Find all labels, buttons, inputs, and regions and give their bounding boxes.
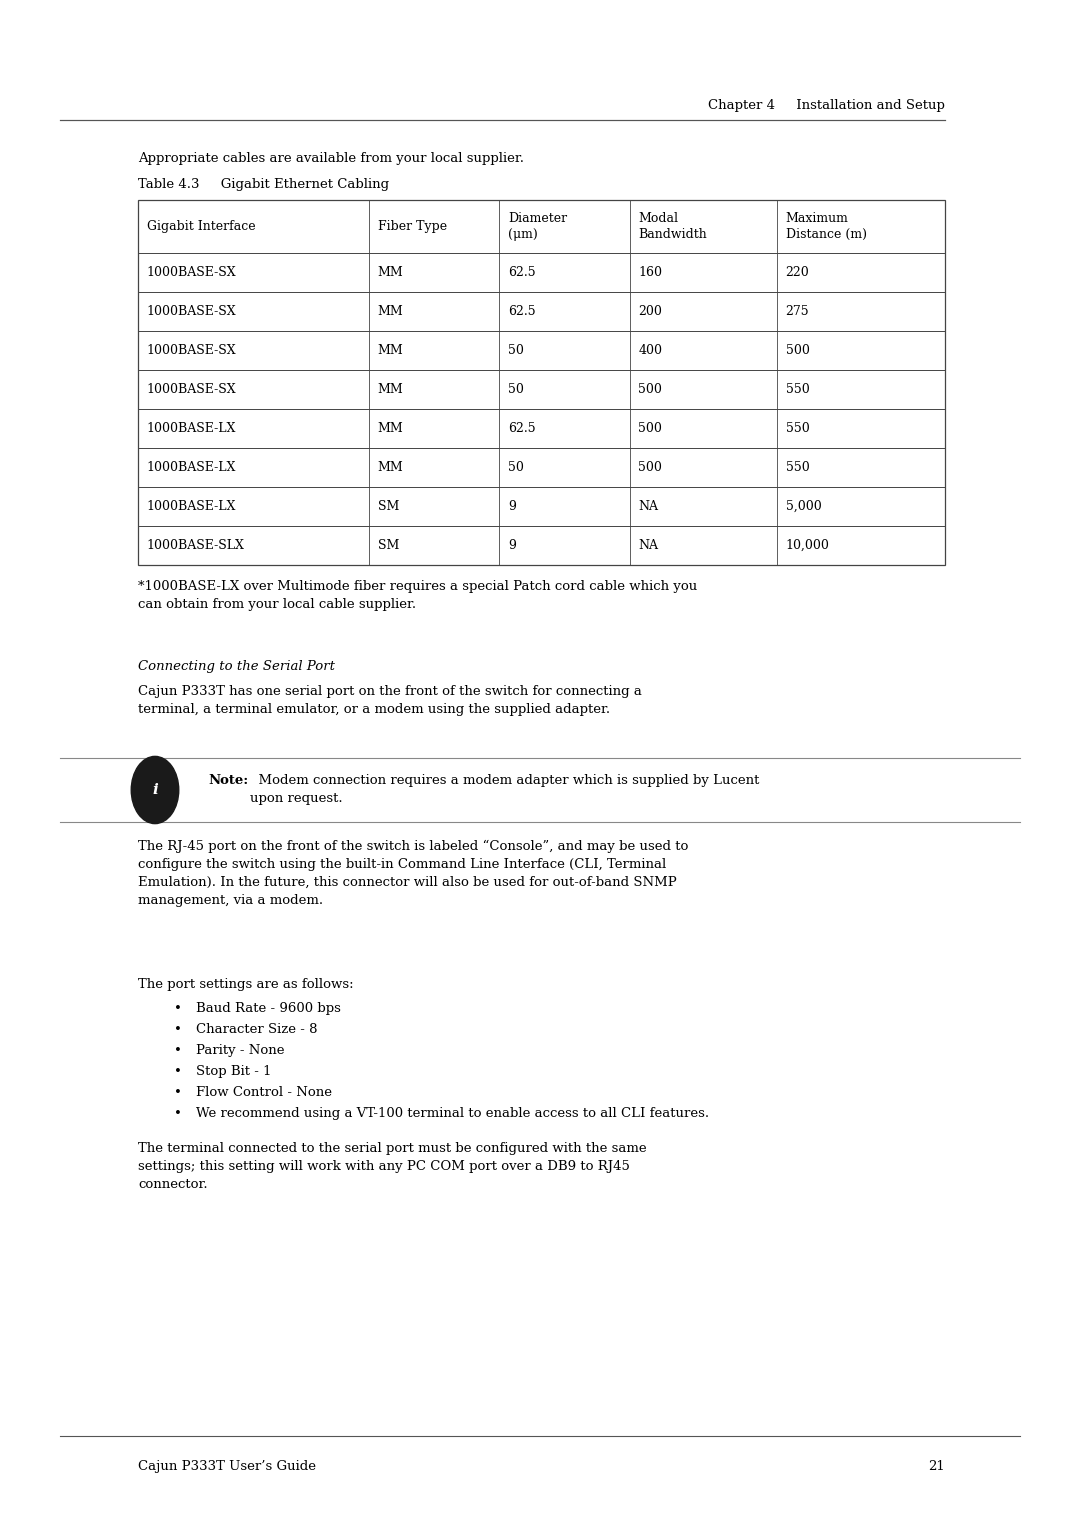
Text: i: i bbox=[152, 782, 158, 798]
Text: 500: 500 bbox=[638, 384, 662, 396]
Text: SM: SM bbox=[378, 500, 400, 513]
Text: Cajun P333T User’s Guide: Cajun P333T User’s Guide bbox=[138, 1459, 316, 1473]
Text: 9: 9 bbox=[508, 539, 516, 552]
Text: 550: 550 bbox=[785, 461, 809, 474]
Text: We recommend using a VT-100 terminal to enable access to all CLI features.: We recommend using a VT-100 terminal to … bbox=[195, 1106, 710, 1120]
Text: 1000BASE-SX: 1000BASE-SX bbox=[147, 306, 237, 318]
Text: 1000BASE-SX: 1000BASE-SX bbox=[147, 266, 237, 280]
Text: Character Size - 8: Character Size - 8 bbox=[195, 1024, 318, 1036]
Text: 200: 200 bbox=[638, 306, 662, 318]
Text: 50: 50 bbox=[508, 384, 524, 396]
Text: Modal
Bandwidth: Modal Bandwidth bbox=[638, 212, 707, 241]
Text: Fiber Type: Fiber Type bbox=[378, 220, 447, 232]
Text: MM: MM bbox=[378, 344, 404, 358]
Text: MM: MM bbox=[378, 461, 404, 474]
Text: Note:: Note: bbox=[208, 775, 248, 787]
Text: 1000BASE-SX: 1000BASE-SX bbox=[147, 344, 237, 358]
Text: 550: 550 bbox=[785, 422, 809, 435]
Text: 9: 9 bbox=[508, 500, 516, 513]
Text: 220: 220 bbox=[785, 266, 809, 280]
Text: 1000BASE-SLX: 1000BASE-SLX bbox=[147, 539, 244, 552]
Text: Table 4.3     Gigabit Ethernet Cabling: Table 4.3 Gigabit Ethernet Cabling bbox=[138, 177, 389, 191]
Text: 21: 21 bbox=[928, 1459, 945, 1473]
Text: Parity - None: Parity - None bbox=[195, 1044, 284, 1057]
Text: MM: MM bbox=[378, 422, 404, 435]
Text: 62.5: 62.5 bbox=[508, 266, 536, 280]
Text: •: • bbox=[174, 1002, 181, 1015]
Text: Chapter 4     Installation and Setup: Chapter 4 Installation and Setup bbox=[708, 99, 945, 112]
Text: The terminal connected to the serial port must be configured with the same
setti: The terminal connected to the serial por… bbox=[138, 1141, 647, 1190]
Text: 550: 550 bbox=[785, 384, 809, 396]
Text: Modem connection requires a modem adapter which is supplied by Lucent
upon reque: Modem connection requires a modem adapte… bbox=[249, 775, 759, 805]
Text: Baud Rate - 9600 bps: Baud Rate - 9600 bps bbox=[195, 1002, 341, 1015]
Text: 5,000: 5,000 bbox=[785, 500, 821, 513]
Text: 160: 160 bbox=[638, 266, 662, 280]
Text: 500: 500 bbox=[638, 461, 662, 474]
Text: Connecting to the Serial Port: Connecting to the Serial Port bbox=[138, 660, 335, 672]
Circle shape bbox=[132, 756, 179, 824]
Text: 275: 275 bbox=[785, 306, 809, 318]
Text: SM: SM bbox=[378, 539, 400, 552]
Text: NA: NA bbox=[638, 500, 659, 513]
Text: The port settings are as follows:: The port settings are as follows: bbox=[138, 978, 353, 992]
Text: 1000BASE-SX: 1000BASE-SX bbox=[147, 384, 237, 396]
Text: 1000BASE-LX: 1000BASE-LX bbox=[147, 500, 237, 513]
Text: 500: 500 bbox=[638, 422, 662, 435]
Text: •: • bbox=[174, 1065, 181, 1077]
Text: Flow Control - None: Flow Control - None bbox=[195, 1086, 332, 1099]
Text: 500: 500 bbox=[785, 344, 809, 358]
Text: 1000BASE-LX: 1000BASE-LX bbox=[147, 461, 237, 474]
Text: •: • bbox=[174, 1106, 181, 1120]
Text: Cajun P333T has one serial port on the front of the switch for connecting a
term: Cajun P333T has one serial port on the f… bbox=[138, 685, 642, 717]
Text: •: • bbox=[174, 1086, 181, 1099]
Text: 50: 50 bbox=[508, 344, 524, 358]
Text: *1000BASE-LX over Multimode fiber requires a special Patch cord cable which you
: *1000BASE-LX over Multimode fiber requir… bbox=[138, 581, 698, 611]
Text: 62.5: 62.5 bbox=[508, 422, 536, 435]
Text: 1000BASE-LX: 1000BASE-LX bbox=[147, 422, 237, 435]
Text: MM: MM bbox=[378, 306, 404, 318]
Text: Maximum
Distance (m): Maximum Distance (m) bbox=[785, 212, 866, 241]
Text: 62.5: 62.5 bbox=[508, 306, 536, 318]
Text: Stop Bit - 1: Stop Bit - 1 bbox=[195, 1065, 271, 1077]
Text: 400: 400 bbox=[638, 344, 662, 358]
Text: Gigabit Interface: Gigabit Interface bbox=[147, 220, 255, 232]
Text: •: • bbox=[174, 1044, 181, 1057]
Text: NA: NA bbox=[638, 539, 659, 552]
Text: •: • bbox=[174, 1024, 181, 1036]
Text: MM: MM bbox=[378, 384, 404, 396]
Text: 10,000: 10,000 bbox=[785, 539, 829, 552]
Text: Appropriate cables are available from your local supplier.: Appropriate cables are available from yo… bbox=[138, 151, 524, 165]
Text: MM: MM bbox=[378, 266, 404, 280]
Text: Diameter
(μm): Diameter (μm) bbox=[508, 212, 567, 241]
Text: The RJ-45 port on the front of the switch is labeled “Console”, and may be used : The RJ-45 port on the front of the switc… bbox=[138, 840, 688, 908]
Text: 50: 50 bbox=[508, 461, 524, 474]
Bar bbox=[138, 200, 945, 565]
